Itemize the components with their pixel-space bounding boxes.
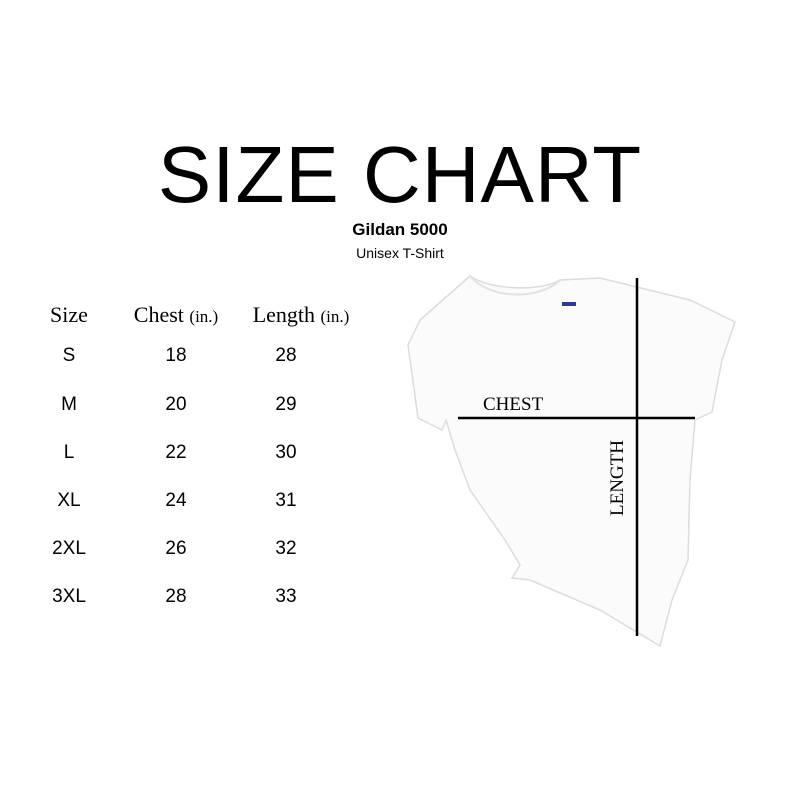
size-cell: L xyxy=(63,442,75,463)
header-unit: (in.) xyxy=(189,307,219,326)
length-cell: 31 xyxy=(275,490,297,511)
header-length: Length (in.) xyxy=(253,302,350,328)
size-cell: 2XL xyxy=(52,538,86,559)
length-cell: 28 xyxy=(275,345,297,366)
tshirt-shape xyxy=(407,275,736,648)
chest-label: CHEST xyxy=(483,394,544,415)
chest-cell: 20 xyxy=(165,394,187,415)
product-subtitle: Unisex T-Shirt xyxy=(356,245,444,261)
size-cell: M xyxy=(61,394,77,415)
chest-cell: 24 xyxy=(165,490,187,511)
header-size: Size xyxy=(50,302,88,328)
tshirt-collar xyxy=(469,275,561,296)
length-cell: 29 xyxy=(275,394,297,415)
header-label: Length xyxy=(252,302,316,327)
length-cell: 33 xyxy=(275,586,297,607)
size-cell: S xyxy=(62,345,76,366)
chest-cell: 18 xyxy=(165,345,187,366)
size-cell: XL xyxy=(57,490,81,511)
chest-cell: 26 xyxy=(165,538,187,559)
size-cell: 3XL xyxy=(52,586,86,607)
tag-icon xyxy=(562,302,576,306)
chest-cell: 28 xyxy=(165,586,187,607)
length-label: LENGTH xyxy=(607,440,628,516)
length-cell: 32 xyxy=(275,538,297,559)
header-chest: Chest (in.) xyxy=(134,302,218,328)
header-unit: (in.) xyxy=(320,307,350,326)
header-label: Chest xyxy=(133,302,184,327)
length-cell: 30 xyxy=(275,442,297,463)
header-label: Size xyxy=(50,302,88,327)
chest-cell: 22 xyxy=(165,442,187,463)
product-model: Gildan 5000 xyxy=(352,220,448,239)
page-title: SIZE CHART xyxy=(157,130,643,219)
